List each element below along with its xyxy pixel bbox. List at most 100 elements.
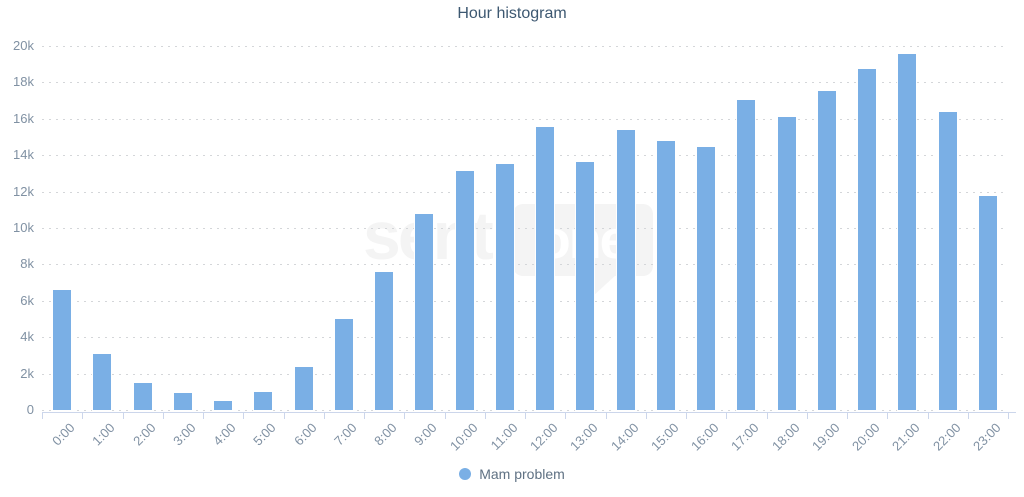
bar-23:00[interactable]: [977, 195, 998, 411]
gridline-0: [42, 410, 1008, 411]
x-axis-tick: [82, 413, 84, 419]
x-axis-label-20:00: 20:00: [849, 420, 883, 454]
bar-2:00[interactable]: [132, 381, 153, 411]
x-axis-tick: [283, 413, 285, 419]
x-axis-tick: [565, 413, 567, 419]
bar-8:00[interactable]: [374, 270, 395, 411]
chart-title: Hour histogram: [457, 5, 567, 22]
x-axis-line: [42, 412, 1016, 413]
x-axis-tick: [806, 413, 808, 419]
bar-9:00[interactable]: [414, 212, 435, 411]
x-axis-label-18:00: 18:00: [768, 420, 803, 454]
x-axis-tick: [927, 413, 929, 419]
y-axis-label-14k: 14k: [13, 147, 34, 163]
bar-11:00[interactable]: [494, 163, 515, 411]
gridline-6k: [42, 300, 1008, 302]
watermark-bubble-tail: [592, 274, 617, 296]
x-axis-label-0:00: 0:00: [49, 420, 78, 449]
x-axis-label-16:00: 16:00: [688, 420, 722, 454]
x-axis-label-17:00: 17:00: [728, 420, 762, 454]
bar-12:00[interactable]: [535, 126, 556, 411]
x-axis-label-10:00: 10:00: [446, 420, 481, 454]
x-axis-tick: [162, 413, 164, 419]
y-axis-label-0: 0: [26, 402, 34, 417]
x-axis-label-11:00: 11:00: [487, 420, 521, 453]
x-axis-tick: [243, 413, 245, 419]
gridline-16k: [42, 118, 1008, 120]
y-axis-label-4k: 4k: [20, 329, 34, 345]
y-axis-label-10k: 10k: [13, 220, 34, 235]
y-axis-label-6k: 6k: [20, 292, 34, 308]
legend-item[interactable]: Mam problem: [0, 466, 1024, 482]
x-axis-label-15:00: 15:00: [647, 420, 682, 454]
x-axis-label-7:00: 7:00: [330, 420, 360, 449]
x-axis-tick: [364, 413, 365, 419]
gridline-10k: [42, 228, 1008, 229]
legend-marker-icon: [459, 468, 472, 480]
bar-6:00[interactable]: [293, 366, 314, 411]
legend-label: Mam problem: [479, 466, 565, 482]
y-axis-label-12k: 12k: [13, 183, 34, 199]
x-axis-tick: [766, 413, 768, 419]
bar-15:00[interactable]: [655, 139, 676, 411]
gridline-14k: [42, 155, 1008, 157]
x-axis-tick: [404, 413, 406, 419]
bar-14:00[interactable]: [615, 128, 636, 411]
gridline-8k: [42, 264, 1008, 266]
bar-7:00[interactable]: [333, 318, 354, 411]
x-axis-label-12:00: 12:00: [527, 420, 561, 454]
x-axis-label-23:00: 23:00: [969, 420, 1004, 454]
bar-16:00[interactable]: [696, 146, 717, 411]
x-axis-tick: [484, 413, 486, 419]
x-axis-label-6:00: 6:00: [290, 420, 320, 449]
bar-18:00[interactable]: [776, 116, 797, 411]
y-axis-label-2k: 2k: [20, 365, 34, 381]
x-axis-tick: [42, 413, 43, 419]
bar-17:00[interactable]: [736, 98, 757, 411]
x-axis-label-1:00: 1:00: [89, 420, 118, 449]
y-axis-label-18k: 18k: [13, 74, 34, 90]
x-axis-label-5:00: 5:00: [250, 420, 279, 449]
x-axis-label-22:00: 22:00: [929, 420, 964, 454]
x-axis-label-14:00: 14:00: [607, 420, 642, 454]
x-axis-tick: [967, 413, 969, 419]
y-axis-label-16k: 16k: [13, 110, 34, 126]
x-axis-tick: [645, 413, 647, 419]
x-axis-tick: [605, 413, 607, 419]
bar-1:00[interactable]: [92, 352, 113, 411]
bar-0:00[interactable]: [52, 289, 73, 411]
bar-21:00[interactable]: [897, 53, 918, 411]
bar-3:00[interactable]: [172, 391, 193, 411]
x-axis-tick: [122, 413, 124, 419]
gridline-2k: [42, 373, 1008, 375]
x-axis-label-21:00: 21:00: [889, 420, 923, 454]
x-axis-tick: [887, 413, 889, 419]
y-axis-label-20k: 20k: [13, 38, 34, 53]
bar-10:00[interactable]: [454, 169, 475, 411]
gridline-20k: [42, 46, 1008, 47]
y-axis-label-8k: 8k: [20, 256, 34, 272]
bar-13:00[interactable]: [575, 160, 596, 411]
bar-4:00[interactable]: [213, 400, 234, 411]
bar-20:00[interactable]: [857, 67, 878, 411]
bar-5:00[interactable]: [253, 390, 274, 411]
bar-22:00[interactable]: [937, 110, 958, 411]
x-axis-tick: [726, 413, 728, 419]
x-axis-label-13:00: 13:00: [567, 420, 601, 454]
gridline-18k: [42, 82, 1008, 84]
x-axis-tick: [686, 413, 687, 419]
x-axis-tick: [323, 413, 325, 419]
y-axis: 0 2k 4k 6k 8k 10k 12k 14k 16k 18k 20k: [0, 38, 36, 420]
x-axis-tick: [847, 413, 848, 419]
x-axis-tick: [1008, 413, 1009, 419]
gridline-12k: [42, 191, 1008, 193]
bar-19:00[interactable]: [816, 89, 837, 411]
x-axis-tick: [444, 413, 446, 419]
x-axis-label-9:00: 9:00: [411, 420, 440, 449]
x-axis-label-8:00: 8:00: [371, 420, 400, 449]
watermark-text: senti: [363, 198, 510, 274]
x-axis-label-2:00: 2:00: [129, 420, 159, 449]
x-axis-tick: [525, 413, 526, 419]
x-axis-label-3:00: 3:00: [169, 420, 199, 449]
